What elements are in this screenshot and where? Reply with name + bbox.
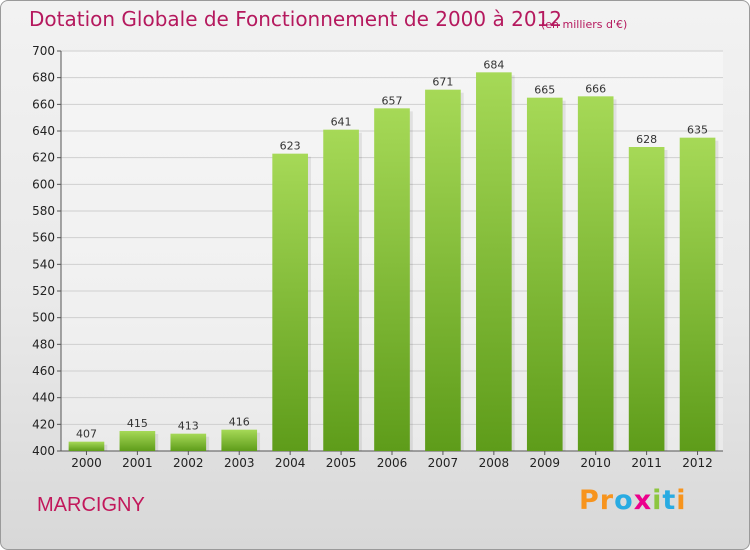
bar-value-label: 657 <box>382 94 403 107</box>
bar-value-label: 623 <box>280 140 301 153</box>
x-tick-label: 2007 <box>428 456 459 470</box>
logo-letter: i <box>652 485 663 516</box>
bar <box>476 72 512 451</box>
logo-letter: P <box>579 485 600 516</box>
x-tick-label: 2000 <box>71 456 102 470</box>
y-tick-label: 640 <box>32 124 55 138</box>
y-tick-label: 620 <box>32 151 55 165</box>
commune-name: MARCIGNY <box>37 494 145 516</box>
proxiti-logo: Proxiti <box>579 485 687 516</box>
x-tick-label: 2006 <box>377 456 408 470</box>
bar-value-label: 635 <box>687 124 708 137</box>
y-tick-label: 600 <box>32 177 55 191</box>
y-tick-label: 400 <box>32 444 55 458</box>
bar-value-label: 684 <box>483 58 504 71</box>
bar <box>425 89 461 452</box>
bar-value-label: 665 <box>534 84 555 97</box>
logo-letter: o <box>614 485 634 516</box>
bar <box>68 441 105 451</box>
bar <box>170 433 207 451</box>
y-tick-label: 580 <box>32 204 55 218</box>
logo-letter: t <box>662 485 677 516</box>
bar <box>323 129 359 451</box>
unit-note: (en milliers d'€) <box>541 18 628 31</box>
y-tick-label: 460 <box>32 364 55 378</box>
bar-value-label: 416 <box>229 416 250 429</box>
x-tick-label: 2003 <box>224 456 255 470</box>
bar <box>526 97 563 452</box>
y-tick-label: 700 <box>32 44 55 58</box>
x-tick-label: 2004 <box>275 456 306 470</box>
bar-value-label: 671 <box>432 76 453 89</box>
y-tick-label: 560 <box>32 231 55 245</box>
x-tick-label: 2010 <box>580 456 611 470</box>
logo-letter: i <box>676 485 687 516</box>
bar <box>577 96 614 451</box>
bar-value-label: 413 <box>178 420 199 433</box>
y-tick-label: 440 <box>32 391 55 405</box>
y-tick-label: 480 <box>32 337 55 351</box>
x-tick-label: 2011 <box>631 456 662 470</box>
x-tick-label: 2005 <box>326 456 357 470</box>
y-tick-label: 540 <box>32 257 55 271</box>
x-tick-label: 2002 <box>173 456 204 470</box>
bar-value-label: 641 <box>331 116 352 129</box>
chart-title: Dotation Globale de Fonctionnement de 20… <box>29 7 562 31</box>
logo-letter: r <box>599 485 615 516</box>
y-tick-label: 660 <box>32 97 55 111</box>
bar <box>679 137 716 451</box>
bar <box>119 431 156 451</box>
bar-value-label: 415 <box>127 417 148 430</box>
bar <box>374 108 410 451</box>
y-tick-label: 500 <box>32 311 55 325</box>
bar-value-label: 628 <box>636 133 657 146</box>
bar-value-label: 666 <box>585 82 606 95</box>
y-tick-label: 680 <box>32 71 55 85</box>
x-tick-label: 2012 <box>682 456 713 470</box>
logo-letter: x <box>633 485 653 516</box>
bar <box>628 147 665 451</box>
x-tick-label: 2008 <box>479 456 510 470</box>
y-tick-label: 520 <box>32 284 55 298</box>
x-tick-label: 2009 <box>529 456 560 470</box>
x-tick-label: 2001 <box>122 456 153 470</box>
bar-value-label: 407 <box>76 428 97 441</box>
bar <box>221 429 258 451</box>
y-tick-label: 420 <box>32 417 55 431</box>
bar <box>272 153 308 451</box>
